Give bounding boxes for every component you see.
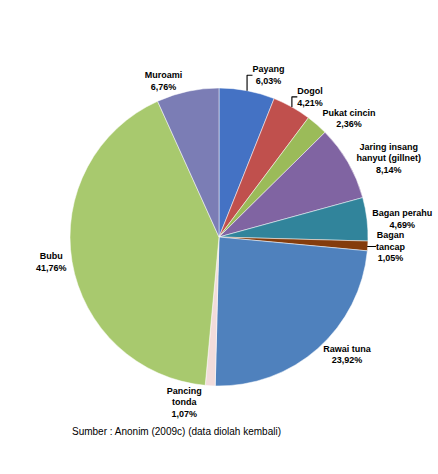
svg-text:Bubu41,76%: Bubu41,76% (36, 251, 67, 273)
svg-text:Rawai tuna23,92%: Rawai tuna23,92% (323, 344, 372, 366)
svg-text:Bagantancap1,05%: Bagantancap1,05% (376, 230, 406, 263)
svg-text:Pancingtonda1,07%: Pancingtonda1,07% (167, 386, 202, 419)
svg-text:Dogol4,21%: Dogol4,21% (297, 86, 323, 108)
svg-text:Sumber : Anonim (2009c) (data: Sumber : Anonim (2009c) (data diolah kem… (72, 426, 281, 437)
svg-text:Jaring insanghanyut (gillnet)8: Jaring insanghanyut (gillnet)8,14% (356, 142, 421, 175)
svg-text:Pukat cincin2,36%: Pukat cincin2,36% (322, 108, 375, 130)
svg-text:Bagan perahu4,69%: Bagan perahu4,69% (372, 208, 432, 230)
svg-text:Payang6,03%: Payang6,03% (252, 64, 284, 86)
svg-text:Muroami6,76%: Muroami6,76% (145, 70, 183, 92)
